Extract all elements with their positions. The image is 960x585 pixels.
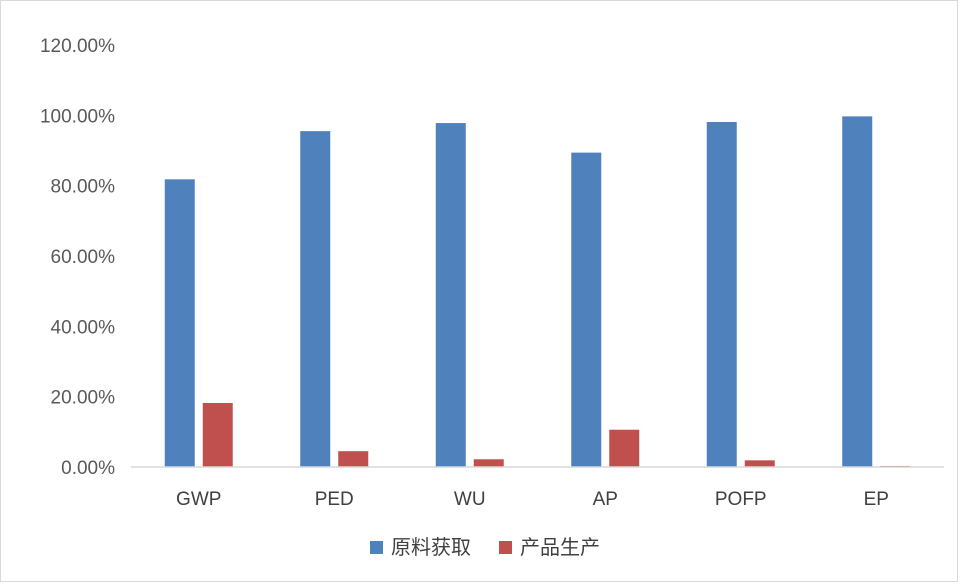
y-tick-label: 80.00% xyxy=(51,177,116,198)
y-tick-label: 120.00% xyxy=(40,36,115,57)
legend-swatch xyxy=(499,541,512,554)
legend-label: 原料获取 xyxy=(391,535,471,559)
x-tick-label: WU xyxy=(454,489,486,510)
bar-series1-gwp xyxy=(164,179,195,467)
legend-label: 产品生产 xyxy=(520,535,600,559)
bars xyxy=(164,116,911,468)
x-tick-label: GWP xyxy=(176,489,221,510)
bar-series1-wu xyxy=(435,123,466,467)
y-tick-label: 20.00% xyxy=(51,388,116,409)
bar-series2-wu xyxy=(473,459,504,467)
y-tick-label: 100.00% xyxy=(40,106,115,127)
bar-series2-pofp xyxy=(744,460,775,467)
x-tick-label: EP xyxy=(864,489,889,510)
bar-series2-ped xyxy=(338,451,369,467)
bar-series2-gwp xyxy=(202,402,233,467)
x-tick-label: POFP xyxy=(715,489,767,510)
y-tick-label: 60.00% xyxy=(51,247,116,268)
bar-series1-ped xyxy=(300,131,331,468)
legend-swatch xyxy=(370,541,383,554)
y-tick-label: 0.00% xyxy=(61,458,115,479)
x-tick-label: PED xyxy=(315,489,354,510)
legend: 原料获取 产品生产 xyxy=(370,535,600,559)
bar-series2-ap xyxy=(609,429,640,467)
bar-series1-ap xyxy=(571,152,602,468)
bar-series1-ep xyxy=(842,116,873,467)
x-axis: GWP PED WU AP POFP EP xyxy=(176,489,889,510)
y-tick-label: 40.00% xyxy=(51,317,116,338)
y-axis: 0.00% 20.00% 40.00% 60.00% 80.00% 100.00% 120.… xyxy=(40,36,115,479)
bar-series1-pofp xyxy=(706,122,737,467)
x-tick-label: AP xyxy=(593,489,618,510)
